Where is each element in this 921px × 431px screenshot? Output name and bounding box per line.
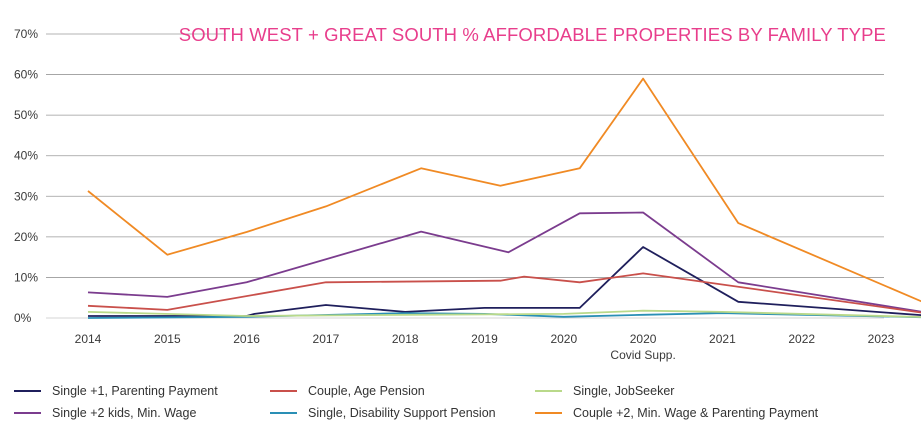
legend-swatch	[270, 412, 297, 414]
grid-lines	[46, 33, 884, 319]
legend-label: Single +1, Parenting Payment	[52, 384, 218, 398]
legend-item: Single, JobSeeker	[535, 384, 674, 398]
legend-label: Single, Disability Support Pension	[308, 406, 496, 420]
y-tick-label: 60%	[14, 68, 38, 82]
legend-item: Single +1, Parenting Payment	[14, 384, 218, 398]
legend-swatch	[14, 412, 41, 414]
y-tick-label: 70%	[14, 27, 38, 41]
x-tick-label: 2016	[233, 332, 260, 346]
series-line-couple-age-pension	[87, 272, 921, 314]
chart-title: SOUTH WEST + GREAT SOUTH % AFFORDABLE PR…	[179, 24, 886, 45]
y-tick-label: 30%	[14, 189, 38, 203]
x-tick-label: 2023	[868, 332, 895, 346]
legend-item: Single, Disability Support Pension	[270, 406, 496, 420]
x-tick-label: 2018	[392, 332, 419, 346]
legend-label: Couple +2, Min. Wage & Parenting Payment	[573, 406, 819, 420]
x-tick-label: 2014	[75, 332, 102, 346]
legend-item: Couple +2, Min. Wage & Parenting Payment	[535, 406, 818, 420]
x-tick-label: 2017	[313, 332, 340, 346]
x-axis-sublabel: Covid Supp.	[610, 348, 675, 362]
legend-label: Couple, Age Pension	[308, 384, 425, 398]
legend-swatch	[535, 412, 562, 414]
legend-item: Single +2 kids, Min. Wage	[14, 406, 196, 420]
y-axis-ticks: 0% 10% 20% 30% 40% 50% 60% 70%	[14, 27, 38, 325]
x-axis-ticks: 2014 2015 2016 2017 2018 2019 2020 2020 2021 2022…	[75, 332, 895, 346]
legend-swatch	[14, 390, 41, 392]
y-tick-label: 50%	[14, 108, 38, 122]
legend-item: Couple, Age Pension	[270, 384, 425, 398]
series-line-single-1-parenting-payment	[88, 246, 921, 317]
y-tick-label: 10%	[14, 270, 38, 284]
y-tick-label: 20%	[14, 230, 38, 244]
series-lines	[87, 77, 921, 319]
x-tick-label: 2021	[709, 332, 736, 346]
series-line-couple-2-min-wage-parenting-payment	[87, 77, 921, 303]
legend-label: Single +2 kids, Min. Wage	[52, 406, 197, 420]
line-chart: 0% 10% 20% 30% 40% 50% 60% 70% 2014 2015 2016 2017…	[14, 24, 921, 362]
legend-label: Single, JobSeeker	[573, 384, 675, 398]
x-tick-label: 2020	[630, 332, 657, 346]
legend-swatch	[535, 390, 562, 392]
x-tick-label: 2019	[471, 332, 498, 346]
x-tick-label: 2015	[154, 332, 181, 346]
x-tick-label: 2020	[550, 332, 577, 346]
legend: Single +1, Parenting Payment Couple, Age …	[0, 378, 921, 428]
legend-swatch	[270, 390, 297, 392]
y-tick-label: 0%	[14, 311, 32, 325]
x-tick-label: 2022	[788, 332, 815, 346]
y-tick-label: 40%	[14, 149, 38, 163]
